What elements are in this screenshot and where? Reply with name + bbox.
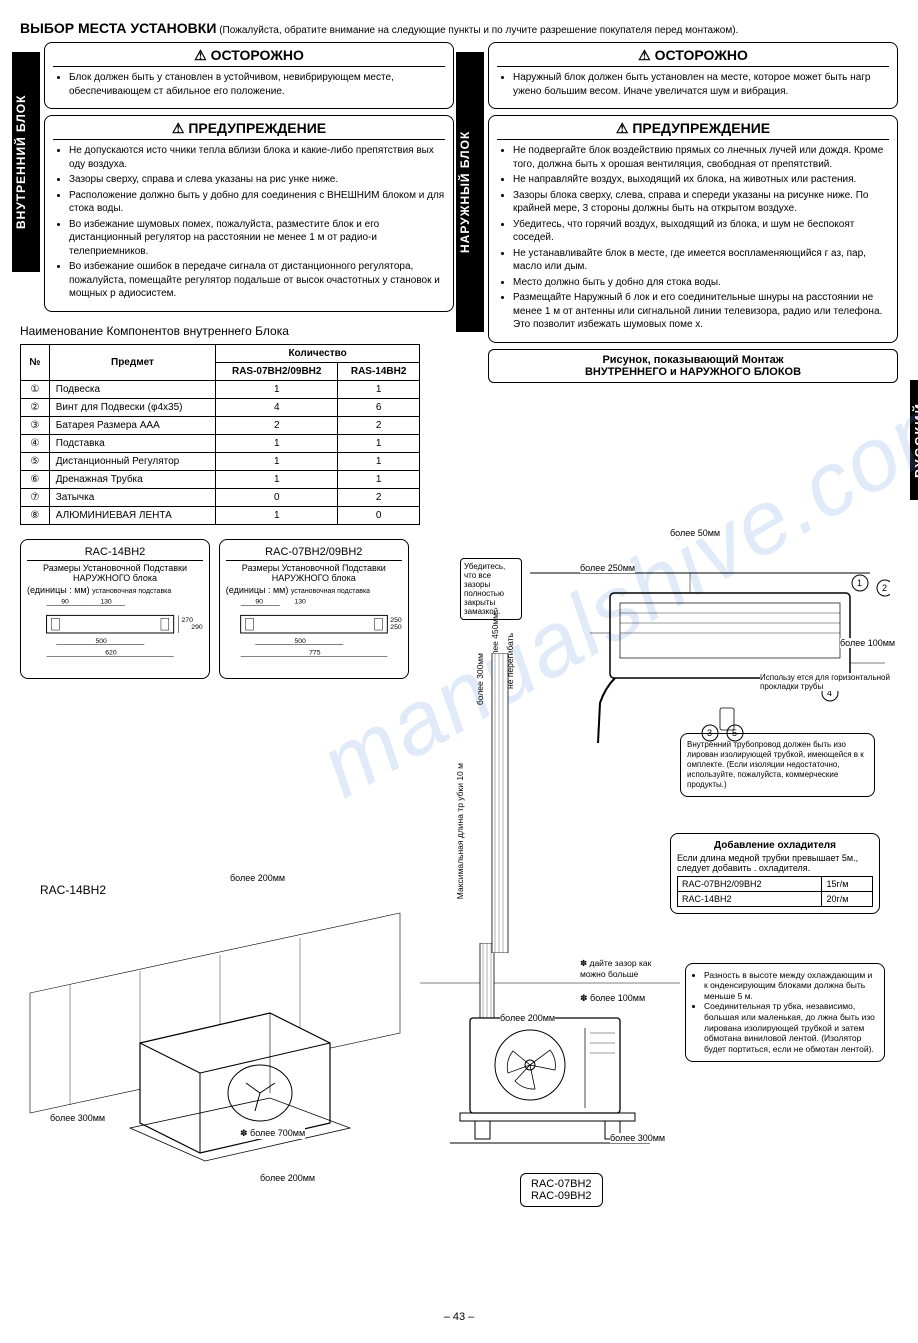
outdoor-warning-item: Не устанавливайте блок в месте, где имее… xyxy=(513,247,889,274)
gap-300-2: более 300мм xyxy=(610,1133,665,1143)
page-title: ВЫБОР МЕСТА УСТАНОВКИ xyxy=(20,20,216,36)
height-note-box: Разность в высоте между охлаждающим и к … xyxy=(685,963,885,1062)
outdoor-warning-item: Размещайте Наружный б лок и его соединит… xyxy=(513,291,889,332)
svg-text:500: 500 xyxy=(294,637,306,644)
th-col1: RAS-07BH2/09BH2 xyxy=(216,362,338,380)
warning-icon: ⚠ xyxy=(172,120,185,137)
table-row: ⑤Дистанционный Регулятор11 xyxy=(21,452,420,470)
gap-note: Убедитесь, что все зазоры полностью закр… xyxy=(460,558,522,620)
warning-icon: ⚠ xyxy=(638,47,651,64)
svg-text:90: 90 xyxy=(255,598,263,605)
outdoor-warning-item: Место должно быть у добно для стока воды… xyxy=(513,276,889,290)
svg-text:1: 1 xyxy=(857,578,862,588)
svg-text:130: 130 xyxy=(294,598,306,605)
dim-top: более 50мм xyxy=(670,528,720,538)
gap-200-2: более 200мм xyxy=(500,1013,555,1023)
outdoor-unit-a-svg xyxy=(20,893,420,1173)
svg-text:620: 620 xyxy=(105,649,117,656)
outdoor-warning-item: Убедитесь, что горячий воздух, выходящий… xyxy=(513,218,889,245)
model-b-box: RAC-07BH2 RAC-09BH2 xyxy=(520,1173,603,1207)
indoor-tab: ВНУТРЕННИЙ БЛОК xyxy=(12,52,40,272)
language-tab: РУССКИЙ xyxy=(910,380,918,500)
outdoor-warning-item: Не направляйте воздух, выходящий их блок… xyxy=(513,173,889,187)
indoor-caution-box: ⚠ ОСТОРОЖНО Блок должен быть у становлен… xyxy=(44,42,454,109)
indoor-column: ВНУТРЕННИЙ БЛОК ⚠ ОСТОРОЖНО Блок должен … xyxy=(20,42,454,679)
stand-svg-b: 90 130 250 250 500 775 xyxy=(226,595,402,670)
table-row: ②Винт для Подвески (φ4x35)46 xyxy=(21,398,420,416)
warning-icon: ⚠ xyxy=(194,47,207,64)
table-row: ①Подвеска11 xyxy=(21,380,420,398)
table-row: ⑦Затычка02 xyxy=(21,488,420,506)
parts-table: № Предмет Количество RAS-07BH2/09BH2 RAS… xyxy=(20,344,420,525)
gap-200-3: более 200мм xyxy=(260,1173,315,1183)
parts-title: Наименование Компонентов внутреннего Бло… xyxy=(20,324,454,338)
pipe-note-box: Внутренний трубопровод должен быть изо л… xyxy=(680,733,875,797)
outdoor-warning-item: Зазоры блока сверху, слева, справа и спе… xyxy=(513,189,889,216)
stand-svg-a: 90 130 270 290 500 620 xyxy=(27,595,203,670)
page-subtitle: (Пожалуйста, обратите внимание на следую… xyxy=(219,25,738,36)
caution-label: ОСТОРОЖНО xyxy=(655,47,748,63)
stand-diagram-a: RAC-14BH2 Размеры Установочной Подставки… xyxy=(20,539,210,679)
th-col2: RAS-14BH2 xyxy=(338,362,420,380)
th-no: № xyxy=(21,344,50,380)
svg-text:2: 2 xyxy=(882,583,887,593)
dim-side: более 250мм xyxy=(580,563,635,573)
outdoor-warning-item: Не подвергайте блок воздействию прямых с… xyxy=(513,144,889,171)
svg-text:250: 250 xyxy=(390,624,402,631)
horiz-pipe-note: Использу ется для горизонтальной проклад… xyxy=(760,673,890,691)
indoor-warning-item: Во избежание шумовых помех, пожалуйста, … xyxy=(69,218,445,259)
th-qty: Количество xyxy=(216,344,420,362)
svg-text:775: 775 xyxy=(309,649,321,656)
vlabel-maxlen: Максимальная длина тр убки 10 м xyxy=(455,763,465,899)
warning-label: ПРЕДУПРЕЖДЕНИЕ xyxy=(188,120,326,136)
outdoor-unit-b-svg xyxy=(420,943,680,1163)
gap-700: ✽ более 700мм xyxy=(240,1128,305,1139)
page-header: ВЫБОР МЕСТА УСТАНОВКИ (Пожалуйста, обрат… xyxy=(20,20,898,36)
install-title: Рисунок, показывающий Монтаж ВНУТРЕННЕГО… xyxy=(488,349,898,383)
svg-text:90: 90 xyxy=(61,598,69,605)
outdoor-caution-item: Наружный блок должен быть установлен на … xyxy=(513,71,889,98)
stand-diagram-b: RAC-07BH2/09BH2 Размеры Установочной Под… xyxy=(219,539,409,679)
indoor-warning-item: Не допускаются исто чники тепла вблизи б… xyxy=(69,144,445,171)
connecting-pipe-svg xyxy=(480,653,520,953)
warning-label: ПРЕДУПРЕЖДЕНИЕ xyxy=(632,120,770,136)
page-number: – 43 – xyxy=(20,1311,898,1323)
indoor-warning-item: Во избежание ошибок в передаче сигнала о… xyxy=(69,260,445,301)
th-item: Предмет xyxy=(49,344,215,380)
table-row: ④Подставка11 xyxy=(21,434,420,452)
dim-right: более 100мм xyxy=(840,638,895,648)
svg-text:500: 500 xyxy=(95,637,107,644)
table-row: ③Батарея Размера ААА22 xyxy=(21,416,420,434)
indoor-caution-item: Блок должен быть у становлен в устойчиво… xyxy=(69,71,445,98)
indoor-unit-svg: 1 2 4 3 5 xyxy=(490,533,890,753)
indoor-warning-item: Зазоры сверху, справа и слева указаны на… xyxy=(69,173,445,187)
table-row: ⑧АЛЮМИНИЕВАЯ ЛЕНТА10 xyxy=(21,506,420,524)
svg-text:130: 130 xyxy=(100,598,112,605)
indoor-warning-item: Расположение должно быть у добно для сое… xyxy=(69,189,445,216)
coolant-box: Добавление охладителя Если длина медной … xyxy=(670,833,880,914)
indoor-warning-box: ⚠ ПРЕДУПРЕЖДЕНИЕ Не допускаются исто чни… xyxy=(44,115,454,312)
outdoor-caution-box: ⚠ ОСТОРОЖНО Наружный блок должен быть ус… xyxy=(488,42,898,109)
installation-diagram: 1 2 4 3 5 Убедитесь, что все зазоры полн… xyxy=(20,683,898,1303)
outdoor-warning-box: ⚠ ПРЕДУПРЕЖДЕНИЕ Не подвергайте блок воз… xyxy=(488,115,898,343)
gap-300-1: более 300мм xyxy=(50,1113,105,1123)
caution-label: ОСТОРОЖНО xyxy=(211,47,304,63)
gap-200-1: более 200мм xyxy=(230,873,285,883)
outdoor-tab: НАРУЖНЫЙ БЛОК xyxy=(456,52,484,332)
warning-icon: ⚠ xyxy=(616,120,629,137)
svg-text:290: 290 xyxy=(191,624,203,631)
table-row: ⑥Дренажная Трубка11 xyxy=(21,470,420,488)
